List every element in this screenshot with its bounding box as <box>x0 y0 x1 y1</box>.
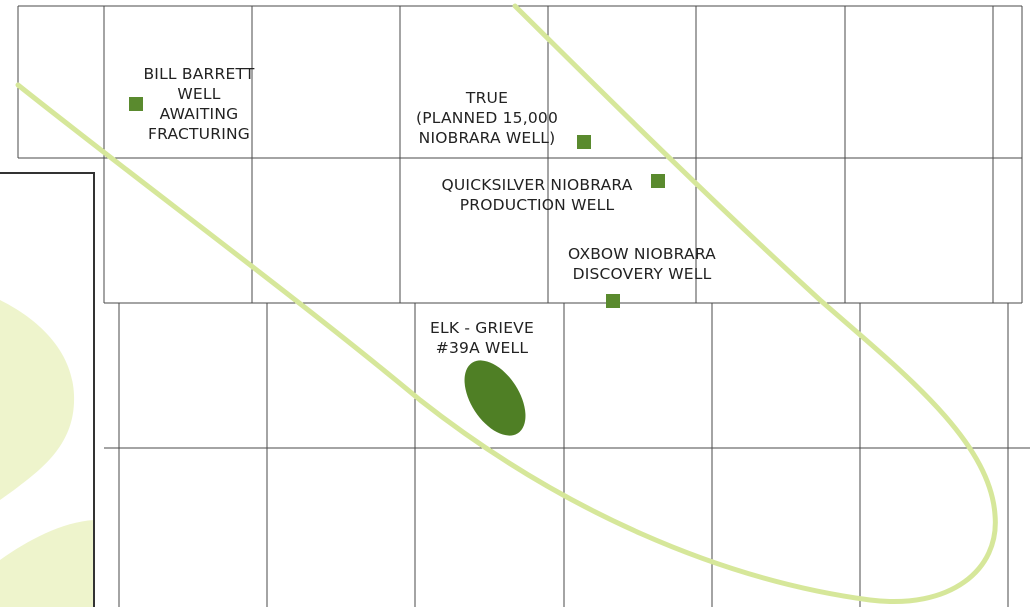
true-well-label: TRUE (PLANNED 15,000 NIOBRARA WELL) <box>415 89 559 147</box>
inset-region-lower <box>0 520 94 607</box>
grid-upper <box>17 5 1023 304</box>
oxbow-well-label: OXBOW NIOBRARA DISCOVERY WELL <box>568 245 716 283</box>
bill-barrett-well-label: BILL BARRETT WELL AWAITING FRACTURING <box>143 65 255 143</box>
inset-border <box>0 172 95 607</box>
trend-outline <box>15 3 998 604</box>
bill-barrett-well-marker <box>129 97 143 111</box>
true-well-marker <box>577 135 591 149</box>
inset-region-upper <box>0 300 75 500</box>
oxbow-well-marker <box>606 294 620 308</box>
quicksilver-well-label: QUICKSILVER NIOBRARA PRODUCTION WELL <box>441 176 633 214</box>
inset-panel <box>0 172 95 607</box>
elk-grieve-well-label: ELK - GRIEVE #39A WELL <box>430 319 534 357</box>
quicksilver-well-marker <box>651 174 665 188</box>
elk-grieve-field-shape <box>464 360 526 436</box>
grid-lower <box>104 303 1030 607</box>
